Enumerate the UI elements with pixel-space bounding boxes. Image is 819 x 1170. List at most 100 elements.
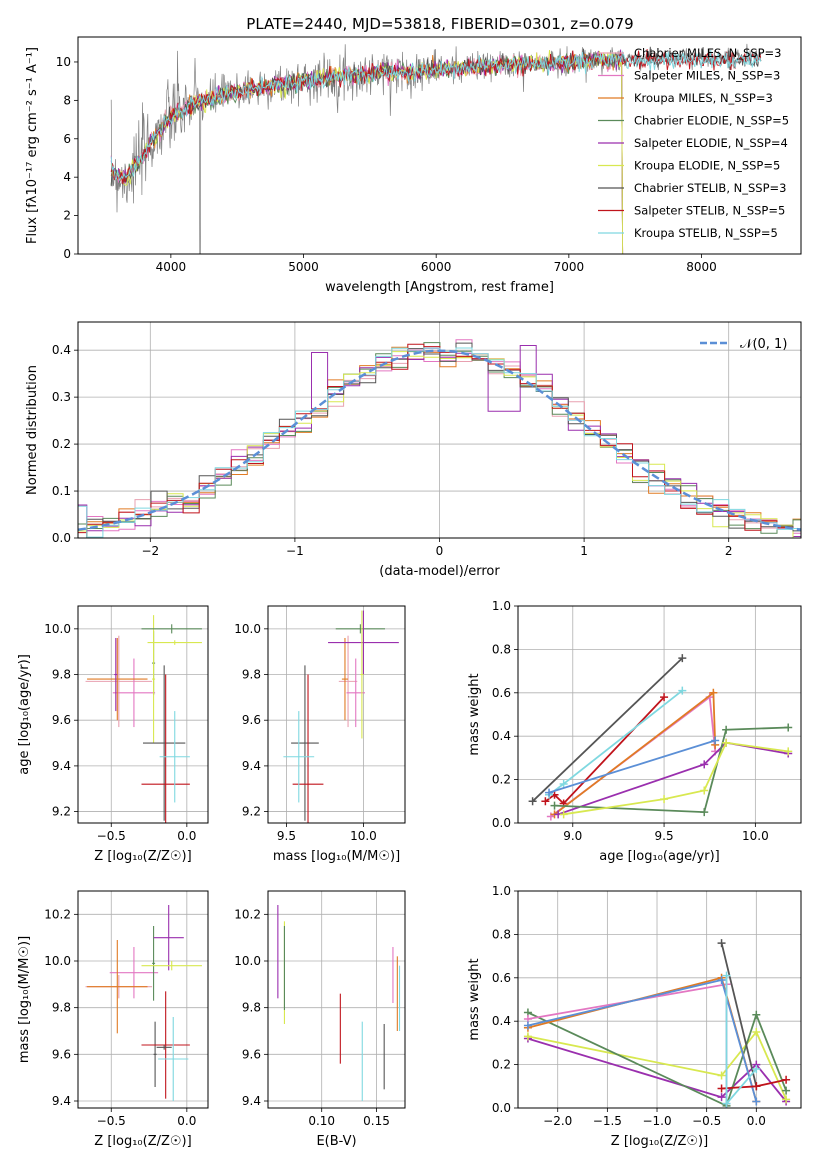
x-axis-label: (data-model)/error [379, 564, 500, 579]
x-tick-label: −2.0 [543, 1114, 572, 1128]
gaussian-curve [78, 349, 801, 532]
y-tick-label: 0.6 [492, 686, 511, 700]
x-tick-label: −1 [286, 544, 304, 558]
y-tick-label: 0.1 [52, 484, 71, 498]
x-tick-label: −0.5 [692, 1114, 721, 1128]
x-axis-label: Z [log₁₀(Z/Z☉)] [94, 1134, 191, 1149]
weight-marker [545, 788, 554, 797]
weight-marker [700, 786, 709, 795]
x-tick-label: 9.5 [277, 829, 296, 843]
y-tick-label: 9.8 [242, 668, 261, 682]
y-tick-label: 9.6 [242, 1047, 261, 1061]
weight-marker [782, 1075, 791, 1084]
x-tick-label: −2 [141, 544, 159, 558]
x-tick-label: 1 [580, 544, 588, 558]
x-tick-label: 2 [725, 544, 733, 558]
weight-marker [752, 1028, 761, 1037]
spectrum-plot: 4000 5000 6000 7000 8000 0 2 4 6 8 10 wavelength [A… [25, 36, 802, 295]
y-tick-label: 0.2 [492, 1058, 511, 1072]
weight-marker [700, 808, 709, 817]
weight-series-kroupa-elodie [527, 1030, 787, 1100]
model-spectrum-chabrier-stelib [110, 46, 762, 187]
weight-marker [722, 738, 731, 747]
x-tick-label: 0 [436, 544, 444, 558]
x-tick-label: −1.5 [593, 1114, 622, 1128]
y-axis-label: mass weight [467, 673, 482, 755]
x-tick-label: −1.0 [642, 1114, 671, 1128]
legend-label: Salpeter ELODIE, N_SSP=4 [634, 136, 788, 150]
weight-marker [752, 1097, 761, 1106]
legend-label: Kroupa ELODIE, N_SSP=5 [634, 159, 780, 173]
x-axis-label: Z [log₁₀(Z/Z☉)] [611, 1134, 708, 1149]
legend-label: Chabrier MILES, N_SSP=3 [634, 46, 781, 60]
weight-marker [541, 797, 550, 806]
weight-marker [709, 688, 718, 697]
y-tick-label: 9.8 [242, 1001, 261, 1015]
axes-frame [77, 36, 802, 255]
weight-marker [523, 1032, 532, 1041]
weight-series-chabrier-stelib [720, 942, 758, 1087]
x-tick-label: 10.0 [350, 829, 377, 843]
x-tick-label: 9.0 [563, 829, 582, 843]
y-tick-label: 0 [63, 247, 71, 261]
plot-area [528, 654, 793, 821]
x-tick-label: 5000 [288, 260, 319, 274]
y-tick-label: 9.2 [52, 805, 71, 819]
y-axis-label: Flux [fλ10⁻¹⁷ erg cm⁻² s⁻¹ A⁻¹] [25, 47, 40, 244]
legend-label: 𝒩(0, 1) [740, 337, 787, 352]
weight-marker [660, 693, 669, 702]
x-tick-label: −0.5 [97, 1114, 126, 1128]
weight-series-chabrier-stelib [531, 657, 683, 802]
x-tick-label: 10.0 [742, 829, 769, 843]
y-tick-label: 10.2 [234, 907, 261, 921]
x-tick-label: 0.10 [308, 1114, 335, 1128]
y-tick-label: 10.2 [44, 907, 71, 921]
y-tick-label: 9.8 [52, 668, 71, 682]
y-tick-label: 9.6 [242, 713, 261, 727]
weight-marker [717, 1084, 726, 1093]
plot-area [78, 339, 801, 538]
y-tick-label: 9.6 [52, 1047, 71, 1061]
x-tick-label: −0.5 [97, 829, 126, 843]
weight-marker [782, 1086, 791, 1095]
y-tick-label: 0.4 [492, 729, 511, 743]
plot-area [523, 939, 791, 1108]
y-tick-label: 9.4 [242, 1094, 261, 1108]
x-axis-label: wavelength [Angstrom, rest frame] [325, 280, 554, 295]
weight-marker [528, 797, 537, 806]
y-tick-label: 0.4 [492, 1014, 511, 1028]
weight-marker [717, 939, 726, 948]
y-tick-label: 0.6 [492, 971, 511, 985]
plot-area [110, 43, 762, 254]
model-spectrum-chabrier-elodie [110, 52, 624, 254]
y-tick-label: 0.0 [52, 531, 71, 545]
y-axis-label: age [log₁₀(age/yr)] [17, 654, 32, 775]
mass-weight-vs-metallicity-plot: −2.0 −1.5 −1.0 −0.5 0.0 0.0 0.2 0.4 0.6 0.8 1.0 Z [… [467, 884, 802, 1149]
axes-frame [267, 605, 406, 824]
weight-marker [717, 1093, 726, 1102]
y-tick-label: 0.0 [492, 1101, 511, 1115]
mass-vs-metallicity-plot: −0.5 0.0 9.4 9.6 9.8 10.0 10.2 Z [log₁₀(Z/Z☉)] m… [17, 890, 209, 1149]
x-tick-label: 0.0 [747, 1114, 766, 1128]
axes-frame [77, 605, 209, 824]
mass-vs-extinction-plot: 0.10 0.15 9.4 9.6 9.8 10.0 10.2 E(B-V) [234, 890, 406, 1149]
weight-series-chabrier-elodie [527, 1011, 787, 1108]
model-spectrum-salpeter-stelib [110, 49, 762, 185]
plot-area [283, 610, 399, 823]
weight-marker [784, 723, 793, 732]
weight-marker [678, 686, 687, 695]
model-spectrum-salpeter-miles [110, 52, 624, 254]
mass-weight-vs-age-plot: 9.0 9.5 10.0 0.0 0.2 0.4 0.6 0.8 1.0 age [log₁₀(a… [467, 599, 802, 864]
y-tick-label: 9.2 [242, 805, 261, 819]
weight-series-kroupa-miles [527, 976, 758, 1102]
weight-marker [678, 654, 687, 663]
y-tick-label: 8 [63, 93, 71, 107]
model-spectrum-kroupa-miles [110, 53, 624, 254]
axes-frame [517, 890, 802, 1109]
model-spectrum-kroupa-elodie [110, 50, 624, 254]
weight-series-salpeter-stelib [544, 696, 665, 805]
y-tick-label: 10.0 [44, 622, 71, 636]
x-tick-label: 0.0 [177, 1114, 196, 1128]
y-tick-label: 9.8 [52, 1001, 71, 1015]
y-tick-label: 0.2 [52, 437, 71, 451]
